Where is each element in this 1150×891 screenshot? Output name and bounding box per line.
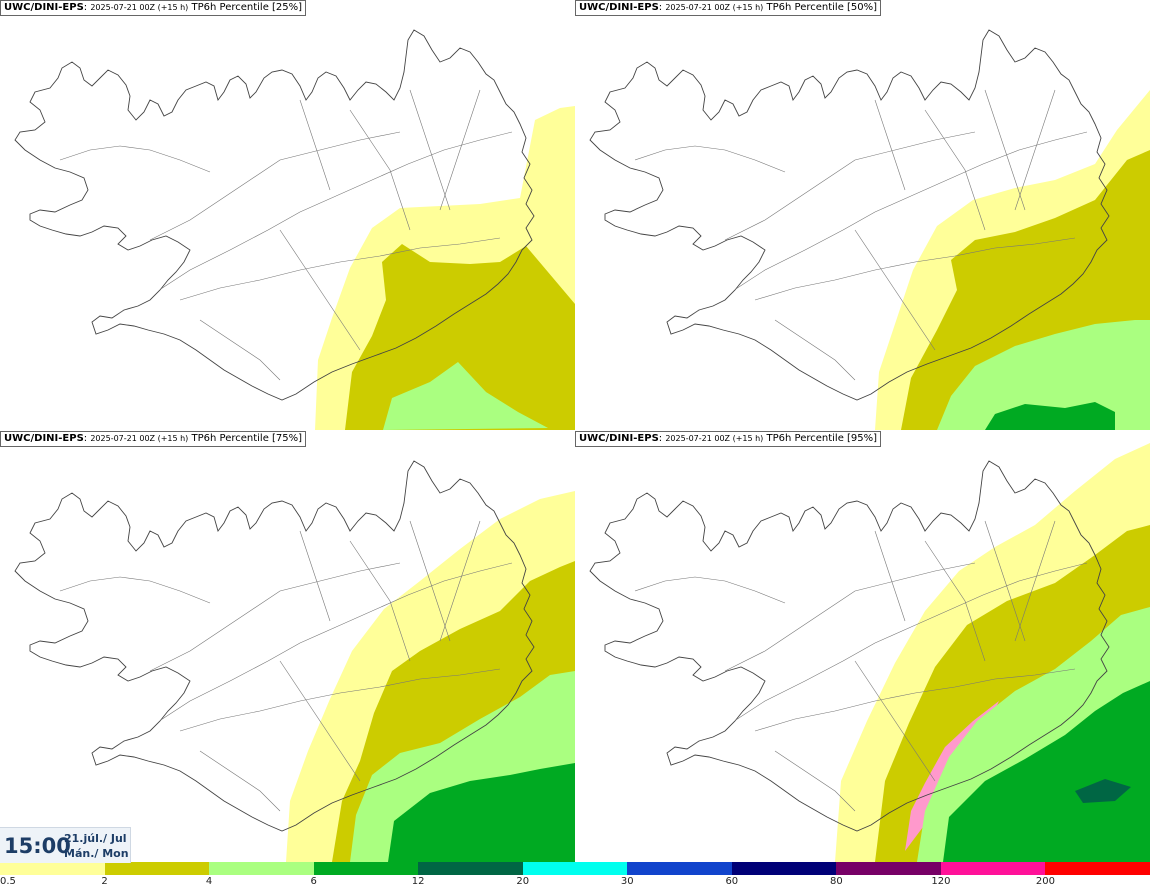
- coastline: [589, 29, 1110, 401]
- road: [409, 520, 451, 642]
- road: [279, 229, 361, 351]
- legend-swatch: [0, 862, 105, 875]
- precip-fill: [835, 443, 1150, 862]
- road: [724, 131, 976, 241]
- legend-tick-label: 12: [411, 876, 425, 887]
- road: [634, 576, 786, 604]
- legend-tick-label: 0.5: [0, 876, 16, 887]
- road: [59, 145, 211, 173]
- road: [149, 131, 401, 241]
- road: [754, 668, 1076, 732]
- road: [279, 660, 361, 782]
- precip-zone: [943, 681, 1150, 862]
- road: [109, 131, 513, 319]
- precip-zone: [345, 244, 575, 430]
- legend-swatch: [836, 862, 941, 875]
- road: [149, 562, 401, 672]
- precip-zone: [1075, 779, 1131, 803]
- precipitation-map: [589, 29, 1150, 430]
- legend-tick-label: 120: [931, 876, 951, 887]
- legend-swatch: [1045, 862, 1150, 875]
- precipitation-map: [14, 460, 575, 862]
- road: [179, 668, 501, 732]
- legend-swatch: [627, 862, 732, 875]
- legend-swatch: [313, 862, 419, 875]
- coastline: [14, 460, 535, 832]
- panel-title: UWC/DINI-EPS: 2025-07-21 00Z (+15 h) TP6…: [0, 431, 307, 447]
- color-legend: [0, 862, 1150, 875]
- road: [634, 145, 786, 173]
- road: [684, 562, 1088, 750]
- precip-fill: [286, 491, 575, 862]
- road: [199, 319, 281, 381]
- road: [984, 89, 1026, 211]
- road: [684, 131, 1088, 319]
- precipitation-map: [14, 29, 575, 430]
- valid-date: 21.júl./ Jul: [64, 832, 127, 845]
- precip-fill: [315, 106, 575, 430]
- map-panel-p50: UWC/DINI-EPS: 2025-07-21 00Z (+15 h) TP6…: [575, 0, 1150, 431]
- legend-tick-label: 6: [310, 876, 317, 887]
- legend-tick-label: 60: [725, 876, 739, 887]
- road: [299, 99, 331, 191]
- legend-tick-label: 4: [205, 876, 213, 887]
- legend-tick-label: 80: [829, 876, 843, 887]
- legend-swatch: [418, 862, 523, 875]
- road: [874, 530, 906, 622]
- precip-zone: [985, 402, 1115, 430]
- precip-zone: [937, 320, 1150, 430]
- legend-tick-label: 2: [101, 876, 108, 887]
- precip-zone: [388, 763, 575, 862]
- road: [1014, 520, 1056, 642]
- road: [924, 540, 986, 662]
- map-panel-p95: UWC/DINI-EPS: 2025-07-21 00Z (+15 h) TP6…: [575, 431, 1150, 862]
- legend-swatch: [209, 862, 314, 875]
- road: [179, 237, 501, 301]
- coastline: [14, 29, 535, 401]
- road-network: [59, 89, 513, 381]
- precip-fill: [875, 90, 1150, 430]
- road: [59, 576, 211, 604]
- valid-time-box: 15:00 21.júl./ Jul Mán./ Mon: [0, 827, 131, 863]
- panel-title: UWC/DINI-EPS: 2025-07-21 00Z (+15 h) TP6…: [575, 431, 882, 447]
- precip-zone: [383, 362, 548, 430]
- road: [854, 229, 936, 351]
- precipitation-map: [589, 443, 1150, 862]
- road: [439, 89, 481, 211]
- road: [109, 562, 513, 750]
- road: [1014, 89, 1056, 211]
- legend-ticks: 0.5 2 4 6 12 20 30 60 80 120 200: [0, 876, 1150, 890]
- valid-weekday: Mán./ Mon: [64, 847, 129, 860]
- road: [774, 319, 856, 381]
- road: [724, 562, 976, 672]
- legend-tick-label: 200: [1035, 876, 1055, 887]
- legend-tick-label: 30: [620, 876, 634, 887]
- coastline: [589, 460, 1110, 832]
- panel-title: UWC/DINI-EPS: 2025-07-21 00Z (+15 h) TP6…: [575, 0, 882, 16]
- road: [199, 750, 281, 812]
- legend-swatch: [731, 862, 837, 875]
- map-panel-p75: UWC/DINI-EPS: 2025-07-21 00Z (+15 h) TP6…: [0, 431, 575, 862]
- map-panel-p25: UWC/DINI-EPS: 2025-07-21 00Z (+15 h) TP6…: [0, 0, 575, 431]
- legend-swatch: [940, 862, 1046, 875]
- legend-tick-label: 20: [516, 876, 530, 887]
- road: [299, 530, 331, 622]
- road-network: [59, 520, 513, 812]
- road: [774, 750, 856, 812]
- legend-swatch: [104, 862, 210, 875]
- road: [924, 109, 986, 231]
- road: [349, 109, 411, 231]
- road: [984, 520, 1026, 642]
- road: [874, 99, 906, 191]
- legend-swatch: [522, 862, 628, 875]
- road: [854, 660, 936, 782]
- road-network: [634, 89, 1088, 381]
- road: [409, 89, 451, 211]
- road: [439, 520, 481, 642]
- valid-time: 15:00: [4, 834, 71, 858]
- road-network: [634, 520, 1088, 812]
- road: [754, 237, 1076, 301]
- road: [349, 540, 411, 662]
- panel-title: UWC/DINI-EPS: 2025-07-21 00Z (+15 h) TP6…: [0, 0, 307, 16]
